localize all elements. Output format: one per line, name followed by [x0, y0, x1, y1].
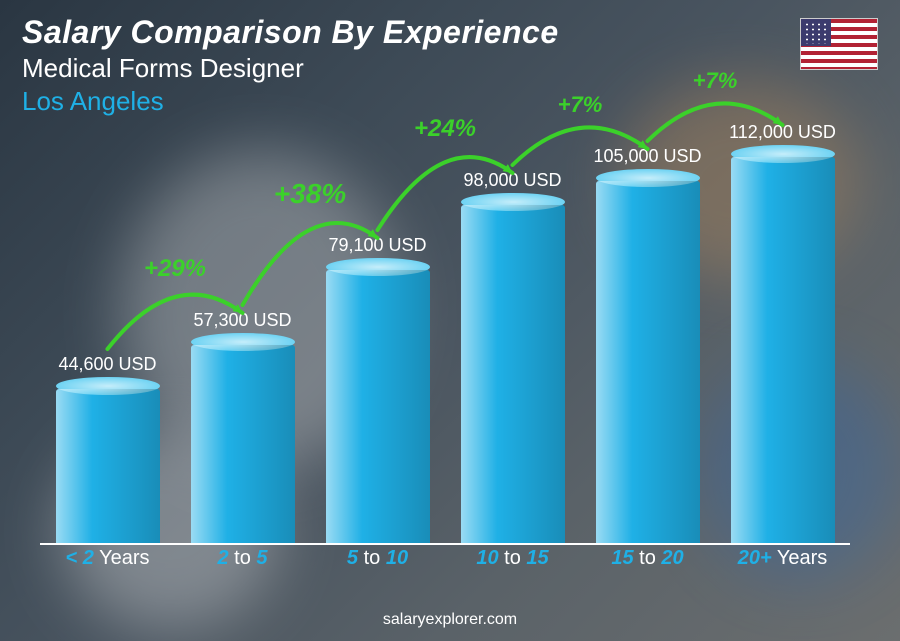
us-flag-icon	[800, 18, 878, 70]
bar-chart: 44,600 USD 57,300 USD 79,100 USD 98,000 USD…	[40, 107, 850, 577]
bar	[56, 389, 160, 543]
bar-value-label: 112,000 USD	[729, 122, 836, 143]
title-block: Salary Comparison By Experience Medical …	[22, 14, 559, 117]
bar	[326, 270, 430, 543]
bar-value-label: 44,600 USD	[58, 354, 156, 375]
x-tick: 5 to 10	[310, 547, 445, 577]
bar-column: 112,000 USD	[715, 122, 850, 543]
chart-card: Salary Comparison By Experience Medical …	[0, 0, 900, 641]
source-footer: salaryexplorer.com	[0, 611, 900, 629]
x-tick: 20+ Years	[715, 547, 850, 577]
x-tick: 15 to 20	[580, 547, 715, 577]
bar	[191, 345, 295, 543]
bar	[731, 157, 835, 543]
bar-value-label: 105,000 USD	[593, 146, 701, 167]
bar-column: 98,000 USD	[445, 170, 580, 543]
x-tick: 10 to 15	[445, 547, 580, 577]
x-tick: < 2 Years	[40, 547, 175, 577]
x-axis-line	[40, 543, 850, 545]
delta-label: +29%	[144, 255, 206, 283]
bar	[461, 205, 565, 543]
delta-label: +24%	[414, 115, 476, 143]
delta-label: +7%	[693, 68, 738, 94]
bar-value-label: 57,300 USD	[193, 310, 291, 331]
bar-column: 105,000 USD	[580, 146, 715, 543]
x-tick: 2 to 5	[175, 547, 310, 577]
bar-column: 79,100 USD	[310, 235, 445, 543]
bar-column: 44,600 USD	[40, 354, 175, 543]
bar-value-label: 79,100 USD	[328, 235, 426, 256]
delta-label: +38%	[274, 178, 346, 210]
chart-title: Salary Comparison By Experience	[22, 14, 559, 51]
x-ticks: < 2 Years2 to 55 to 1010 to 1515 to 2020…	[40, 547, 850, 577]
bars-container: 44,600 USD 57,300 USD 79,100 USD 98,000 USD…	[40, 107, 850, 543]
bar-column: 57,300 USD	[175, 310, 310, 543]
chart-subtitle: Medical Forms Designer	[22, 53, 559, 84]
delta-label: +7%	[558, 92, 603, 118]
bar	[596, 181, 700, 543]
bar-value-label: 98,000 USD	[463, 170, 561, 191]
